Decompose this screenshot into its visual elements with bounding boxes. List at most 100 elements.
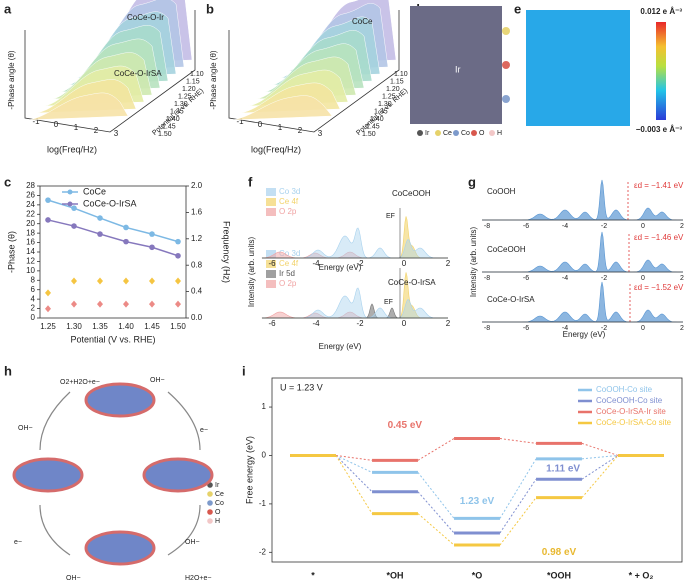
connector	[581, 455, 619, 498]
subplot-title: CoCeOOH	[392, 189, 431, 198]
x-tick-label: 1	[74, 123, 79, 132]
x-tick-label: 1.25	[40, 322, 56, 331]
legend-label: Co 3d	[279, 249, 300, 258]
panel-label: a	[4, 1, 12, 16]
data-point	[45, 305, 51, 313]
panel-label: g	[468, 174, 476, 189]
x-tick-label: 2	[94, 126, 99, 135]
legend-swatch	[266, 198, 276, 206]
x-tick-label: *OH	[386, 570, 403, 580]
y-tick-label: 2	[31, 304, 36, 313]
charge-density-map	[526, 10, 630, 126]
subplot-title: CoCeOOH	[487, 245, 526, 254]
x-tick-label: 2	[298, 126, 303, 135]
axis-label: Energy (eV)	[319, 263, 362, 272]
connector	[417, 438, 455, 461]
y-tick-label: 20	[26, 219, 35, 228]
step-label: OH−	[150, 377, 165, 384]
atom-label: Ir	[455, 64, 461, 74]
y-tick-label: 22	[26, 209, 35, 218]
legend-swatch	[266, 260, 276, 268]
fermi-label: EF	[384, 299, 393, 306]
data-point	[149, 231, 155, 237]
connector	[335, 455, 373, 473]
connector	[335, 455, 373, 493]
x-tick-label: -4	[562, 275, 568, 282]
step-label: 1.23 eV	[460, 496, 495, 507]
data-point	[71, 300, 77, 308]
y-tick-label: 1	[262, 402, 267, 411]
y-tick-label: 0	[262, 451, 267, 460]
axis-label: Intensity (arb. units)	[247, 237, 256, 308]
x-tick-label: -4	[562, 223, 568, 230]
x-tick-label: 1.50	[170, 322, 186, 331]
connector	[335, 455, 373, 514]
legend-label: CoCe-O-IrSA-Ir site	[596, 407, 666, 416]
legend-swatch	[207, 500, 213, 506]
y2-tick-label: 2.0	[191, 181, 203, 190]
annotation: U = 1.23 V	[280, 382, 323, 392]
waterfall-plot	[24, 0, 196, 133]
x-tick-label: 1.30	[66, 322, 82, 331]
x-tick-label: -2	[601, 325, 607, 332]
x-tick-label: -8	[484, 325, 490, 332]
y-tick-label: 24	[26, 200, 35, 209]
y-tick-label: 1.35	[170, 108, 184, 115]
frame	[24, 10, 196, 133]
x-tick-label: -6	[268, 259, 276, 268]
legend-swatch	[489, 130, 495, 136]
legend-label: CoCe	[83, 186, 106, 196]
series-line	[47, 199, 179, 243]
plot-frame	[271, 377, 683, 563]
axis-label: log(Freq/Hz)	[47, 144, 97, 154]
step-label: e−	[200, 427, 208, 434]
legend-label: Co	[461, 130, 470, 137]
axis-label: -Phase angle (θ)	[209, 50, 218, 109]
data-point	[175, 300, 181, 308]
legend-label: Ir 5d	[279, 269, 295, 278]
subplot-title: CoOOH	[487, 187, 516, 196]
data-point	[97, 277, 103, 285]
legend-label: CoCe-O-IrSA	[83, 198, 137, 208]
legend-label: CoCe-O-IrSA-Co site	[596, 418, 672, 427]
legend-swatch	[266, 270, 276, 278]
legend-label: Ce 4f	[279, 259, 299, 268]
legend-swatch	[266, 188, 276, 196]
dos-curve	[262, 287, 448, 319]
panel-label: f	[248, 174, 253, 189]
structure-image	[410, 6, 502, 124]
frame	[228, 10, 400, 133]
y-tick-label: 12	[26, 257, 35, 266]
y-axis-label: -Phase (θ)	[6, 231, 16, 273]
data-point	[123, 277, 129, 285]
step-label: OH−	[18, 425, 33, 432]
d-band-center: εd = −1.46 eV	[634, 233, 684, 242]
data-point	[175, 238, 181, 245]
panel-label: e	[514, 1, 521, 16]
y-tick-label: 10	[26, 266, 35, 275]
y-tick-label: 1.45	[162, 123, 176, 130]
y2-tick-label: 0.4	[191, 287, 203, 296]
legend-label: O	[215, 509, 221, 516]
data-point	[123, 238, 129, 245]
panel-label: h	[4, 363, 12, 378]
panel-label: b	[206, 1, 214, 16]
legend-swatch	[266, 250, 276, 258]
data-point	[175, 277, 181, 285]
legend-label: H	[497, 130, 502, 137]
data-point	[123, 224, 129, 231]
data-point	[149, 300, 155, 308]
x-tick-label: -2	[356, 259, 364, 268]
x-tick-label: *	[311, 570, 315, 580]
legend-swatch	[453, 130, 459, 136]
x-tick-label: -4	[312, 319, 320, 328]
x-tick-label: *O	[472, 570, 483, 580]
data-point	[123, 300, 129, 308]
catalyst-slab	[142, 457, 214, 493]
y2-tick-label: 1.6	[191, 208, 203, 217]
x-tick-label: 0	[641, 325, 645, 332]
legend-label: Ce 4f	[279, 197, 299, 206]
data-point	[45, 197, 51, 203]
x-tick-label: -8	[484, 275, 490, 282]
waterfall-plot	[228, 0, 400, 133]
